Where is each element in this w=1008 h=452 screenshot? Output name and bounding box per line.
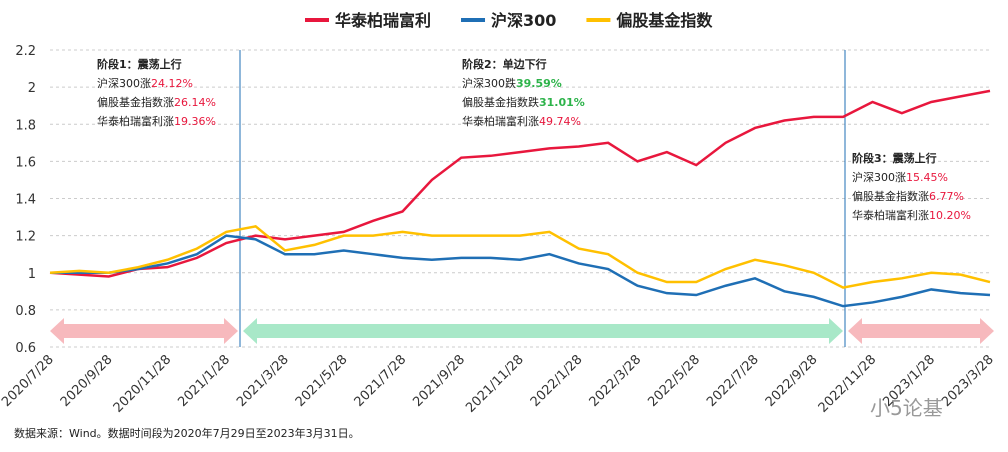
annotation-value: 31.01% [539,96,585,109]
y-tick-label: 1.6 [15,155,36,170]
annotation-value: 19.36% [174,115,216,128]
x-tick-label: 2023/3/28 [939,352,997,410]
x-tick-label: 2022/3/28 [587,352,645,410]
phase-arrow [848,318,994,344]
y-tick-label: 0.6 [15,341,36,356]
y-tick-label: 1.4 [15,193,36,208]
x-tick-label: 2020/9/28 [58,352,116,410]
annotation-label: 偏股基金指数涨 [852,189,929,203]
annotation-label: 华泰柏瑞富利涨 [462,114,539,128]
annotation-line: 沪深300涨24.12% [97,76,193,90]
x-tick-label: 2021/11/28 [463,352,527,416]
annotation-line: 沪深300跌39.59% [462,76,562,90]
x-tick-label: 2022/9/28 [763,352,821,410]
annotation-title: 阶段1：震荡上行 [97,57,182,71]
annotation-label: 沪深300涨 [97,76,151,90]
y-tick-label: 2.2 [15,44,36,59]
x-tick-label: 2022/7/28 [704,352,762,410]
annotation-line: 沪深300涨15.45% [852,170,948,184]
annotation-label: 华泰柏瑞富利涨 [852,208,929,222]
x-tick-label: 2020/7/28 [0,352,57,410]
x-tick-label: 2021/9/28 [410,352,468,410]
legend-label: 华泰柏瑞富利 [335,11,431,30]
annotation-label: 华泰柏瑞富利涨 [97,114,174,128]
annotation-value: 6.77% [929,190,964,203]
y-tick-label: 1 [28,267,36,282]
x-tick-label: 2020/11/28 [111,352,175,416]
annotation-value: 49.74% [539,115,581,128]
watermark: 小5论基 [870,396,943,420]
x-tick-label: 2021/1/28 [175,352,233,410]
source-note: 数据来源：Wind。数据时间段为2020年7月29日至2023年3月31日。 [14,426,360,440]
y-tick-label: 2 [28,81,36,96]
annotation-line: 偏股基金指数跌31.01% [462,95,585,109]
annotation-title: 阶段3：震荡上行 [852,151,937,165]
legend-label: 沪深300 [491,11,556,30]
annotation-line: 华泰柏瑞富利涨10.20% [852,208,971,222]
phase-arrow [50,318,238,344]
y-tick-label: 0.8 [15,304,36,319]
annotation-line: 偏股基金指数涨26.14% [97,95,216,109]
x-tick-label: 2022/1/28 [528,352,586,410]
x-tick-label: 2021/5/28 [293,352,351,410]
annotation-line: 偏股基金指数涨6.77% [852,189,964,203]
series-line [50,234,991,308]
annotation-label: 偏股基金指数涨 [97,95,174,109]
phase-arrow [243,318,843,344]
annotation-value: 15.45% [906,171,948,184]
legend-label: 偏股基金指数 [616,11,713,30]
annotation-value: 39.59% [516,77,562,90]
annotation-line: 华泰柏瑞富利涨19.36% [97,114,216,128]
y-tick-label: 1.8 [15,118,36,133]
annotation-label: 沪深300跌 [462,76,516,90]
y-tick-label: 1.2 [15,230,36,245]
annotation-value: 24.12% [151,77,193,90]
annotation-line: 华泰柏瑞富利涨49.74% [462,114,581,128]
annotation-label: 沪深300涨 [852,170,906,184]
x-tick-label: 2021/3/28 [234,352,292,410]
series-line [49,89,991,278]
annotation-value: 26.14% [174,96,216,109]
x-tick-label: 2021/7/28 [352,352,410,410]
series-line [49,225,991,289]
annotation-label: 偏股基金指数跌 [462,95,539,109]
annotation-title: 阶段2：单边下行 [462,57,547,71]
annotation-value: 10.20% [929,209,971,222]
x-tick-label: 2022/5/28 [645,352,703,410]
